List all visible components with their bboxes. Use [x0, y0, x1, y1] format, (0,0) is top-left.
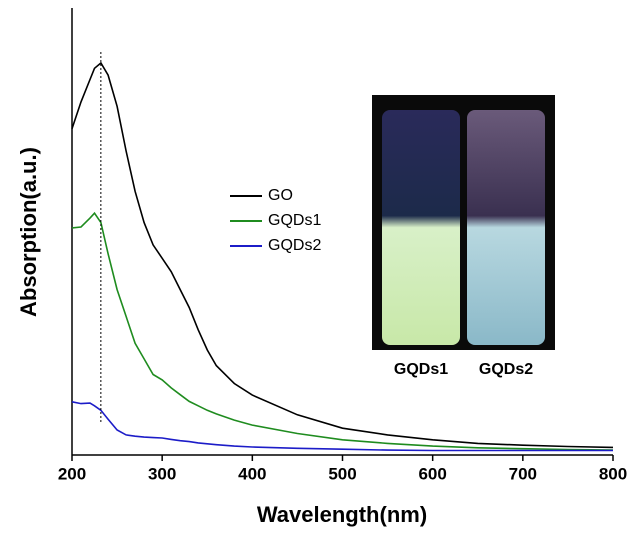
x-tick-label: 500 [328, 464, 356, 483]
x-tick-label: 700 [509, 464, 537, 483]
inset-label: GQDs1 [394, 361, 448, 378]
x-tick-label: 400 [238, 464, 266, 483]
inset-label: GQDs2 [479, 361, 533, 378]
legend-label: GQDs2 [268, 237, 321, 254]
inset-photo [372, 95, 555, 350]
series-line [71, 401, 613, 452]
x-tick-label: 800 [599, 464, 627, 483]
x-tick-label: 300 [148, 464, 176, 483]
x-tick-label: 200 [58, 464, 86, 483]
x-axis-label: Wavelength(nm) [257, 502, 427, 527]
legend-label: GO [268, 187, 293, 204]
series-line [71, 211, 614, 451]
x-tick-label: 600 [418, 464, 446, 483]
y-axis-label: Absorption(a.u.) [16, 147, 41, 317]
series-line [71, 61, 614, 449]
legend-label: GQDs1 [268, 212, 321, 229]
